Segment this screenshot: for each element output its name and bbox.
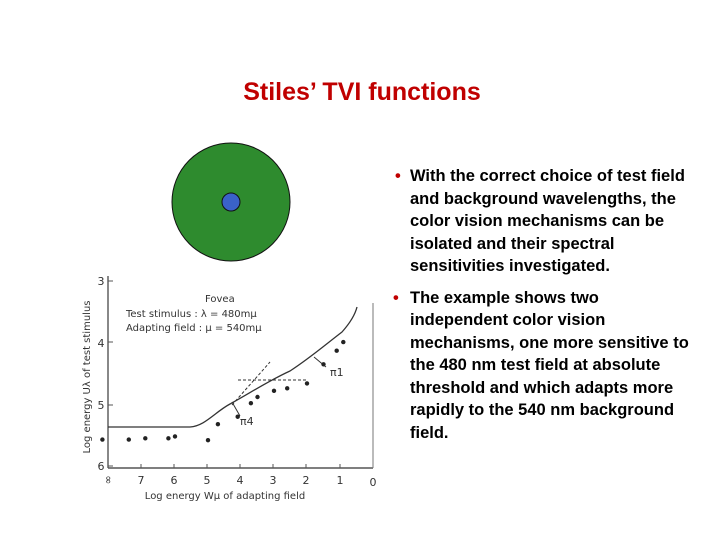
bullet-item: • The example shows two independent colo…	[393, 287, 693, 445]
bullet-text: With the correct choice of test field an…	[410, 167, 685, 275]
data-point	[248, 400, 254, 406]
x-tick-4: 4	[237, 474, 244, 487]
data-point	[100, 437, 105, 442]
x-axis-label: Log energy Wμ of adapting field	[145, 491, 305, 502]
pi1-label: π1	[330, 366, 344, 379]
bullet-symbol: •	[393, 288, 399, 307]
x-tick-6: 6	[171, 474, 178, 487]
x-tick-2: 2	[303, 474, 310, 487]
legend-fovea: Fovea	[205, 294, 235, 305]
tvi-curve	[108, 306, 358, 428]
data-point	[172, 434, 178, 439]
data-point	[166, 436, 171, 441]
data-point	[126, 437, 131, 442]
data-point	[235, 414, 240, 419]
test-stimulus-spot	[221, 192, 241, 212]
pi4-label: π4	[240, 415, 254, 428]
data-points	[100, 339, 346, 443]
y-tick-marks	[108, 280, 113, 467]
x-tick-marks	[140, 464, 341, 468]
x-tick-inf: ∞	[102, 475, 115, 484]
data-point	[205, 437, 211, 443]
data-point	[271, 388, 277, 394]
x-tick-1: 1	[337, 474, 344, 487]
x-tick-3: 3	[270, 474, 277, 487]
y-tick-3: 3	[98, 275, 105, 288]
bullet-list: • With the correct choice of test field …	[393, 165, 693, 453]
bullet-symbol: •	[395, 167, 401, 185]
y-axis-label: Log energy Uλ of test stimulus	[82, 301, 93, 454]
legend-adapting: Adapting field : μ = 540mμ	[126, 323, 262, 334]
x-tick-5: 5	[204, 474, 211, 487]
x-tick-0: 0	[370, 476, 377, 489]
x-tick-7: 7	[138, 474, 145, 487]
data-point	[143, 436, 148, 441]
y-tick-4: 4	[98, 337, 105, 350]
data-point	[255, 394, 260, 400]
data-point	[285, 386, 290, 391]
data-point	[304, 381, 310, 386]
y-tick-6: 6	[98, 460, 105, 473]
pi4-pointer	[231, 401, 241, 417]
legend-test: Test stimulus : λ = 480mμ	[125, 309, 257, 320]
data-point	[341, 339, 346, 345]
data-point	[215, 421, 221, 427]
slide-title: Stiles’ TVI functions	[243, 78, 481, 106]
y-tick-5: 5	[98, 399, 105, 412]
data-point	[334, 348, 339, 353]
data-point	[321, 362, 326, 367]
bullet-item: • With the correct choice of test field …	[393, 165, 693, 278]
pi4-asymptote	[231, 361, 271, 406]
bullet-text: The example shows two independent color …	[410, 288, 689, 442]
